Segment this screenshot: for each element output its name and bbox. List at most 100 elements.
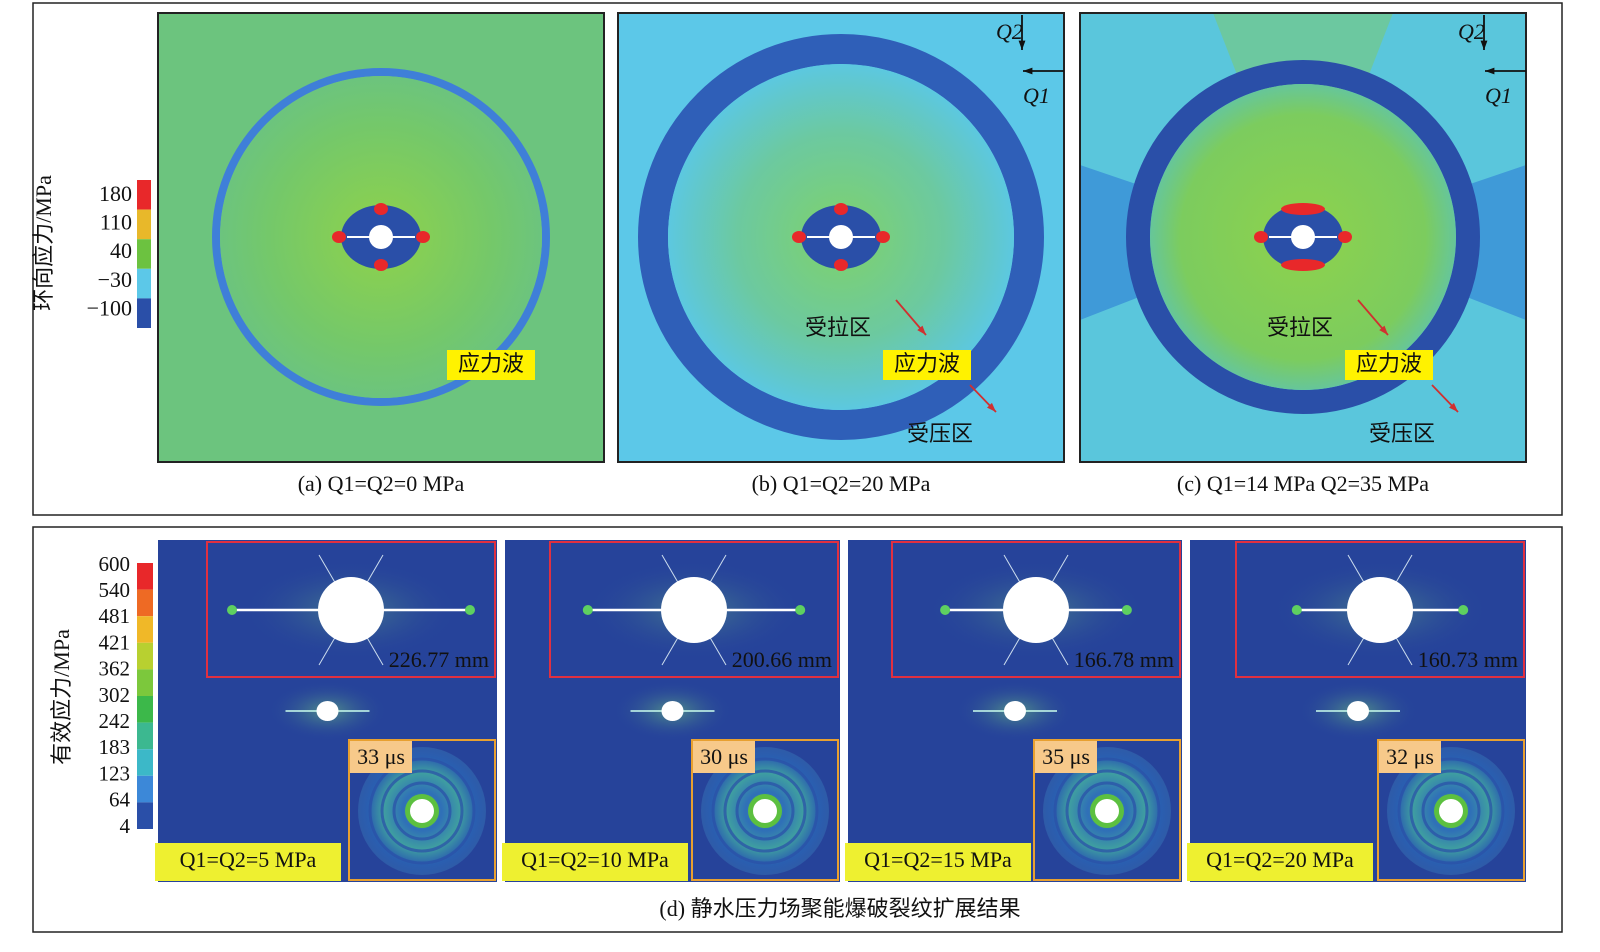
- borehole: [1347, 577, 1413, 643]
- arrow-head: [1480, 40, 1488, 50]
- colorbar-label: 302: [99, 683, 131, 707]
- colorbar-swatch: [137, 642, 153, 670]
- wave-ring: [368, 757, 476, 865]
- borehole: [1004, 701, 1026, 721]
- colorbar-swatch: [137, 268, 151, 299]
- panel-caption: (a) Q1=Q2=0 MPa: [298, 471, 465, 496]
- wave-ring: [1397, 757, 1505, 865]
- panel-border: [157, 12, 605, 463]
- colorbar-label: 64: [109, 788, 131, 812]
- wave-ring: [1053, 757, 1161, 865]
- tension-spot: [1338, 231, 1352, 243]
- stress-wave-ring: [1126, 60, 1480, 414]
- bottom-frame: [32, 526, 1563, 933]
- colorbar-swatch: [137, 209, 151, 240]
- condition-label: Q1=Q2=5 MPa: [180, 847, 317, 872]
- borehole: [369, 225, 393, 249]
- tip: [1458, 605, 1469, 615]
- tension-spot: [332, 231, 346, 243]
- arrow-head: [917, 325, 926, 335]
- colorbar-swatch: [137, 669, 153, 696]
- tension-spot: [834, 203, 848, 215]
- wave-ring: [711, 757, 819, 865]
- borehole: [1095, 799, 1119, 823]
- arrow-head: [1379, 325, 1388, 335]
- colorbar-swatch: [137, 589, 153, 617]
- compression-label: 受压区: [1369, 421, 1435, 446]
- borehole: [661, 577, 727, 643]
- label-box: [883, 350, 971, 380]
- arrow-head: [987, 402, 996, 412]
- colorbar-swatch: [137, 749, 153, 776]
- q1-label: Q1: [1023, 83, 1050, 108]
- tension-spot: [792, 231, 806, 243]
- wave-ring: [1065, 769, 1149, 853]
- tension-spot: [1281, 259, 1325, 271]
- stress-wave-ring: [638, 34, 1044, 440]
- condition-box: [502, 843, 688, 881]
- colorbar-label: 540: [99, 578, 131, 602]
- time-box: [350, 741, 412, 773]
- colorbar-label: 180: [99, 181, 132, 206]
- colorbar-swatch: [137, 802, 153, 829]
- tension-spot: [834, 259, 848, 271]
- label: 应力波: [1356, 351, 1422, 376]
- colorbar-swatch: [137, 775, 153, 803]
- panel-caption: (c) Q1=14 MPa Q2=35 MPa: [1177, 471, 1429, 496]
- crack-length: 166.78 mm: [1074, 647, 1174, 672]
- arrow-head: [1449, 402, 1458, 412]
- arrow-head: [1485, 67, 1495, 75]
- q2-label: Q2: [996, 19, 1023, 44]
- tension-spot: [374, 203, 388, 215]
- label-box: [1345, 350, 1433, 380]
- wave-ring: [1077, 781, 1137, 841]
- borehole: [1347, 701, 1369, 721]
- time-label: 32 μs: [1386, 744, 1434, 769]
- colorbar-swatch: [137, 616, 153, 643]
- colorbar-label: 600: [99, 552, 131, 576]
- colorbar-label: 481: [99, 604, 131, 628]
- colorbar-label: −100: [87, 295, 132, 320]
- panel-border: [1079, 12, 1527, 463]
- wave-ring: [723, 769, 807, 853]
- tension-spot: [416, 231, 430, 243]
- tip: [1291, 605, 1302, 615]
- tip: [582, 605, 593, 615]
- compression-label: 受压区: [907, 421, 973, 446]
- q1-label: Q1: [1485, 83, 1512, 108]
- tension-spot: [374, 259, 388, 271]
- colorbar-label: −30: [98, 267, 132, 292]
- borehole: [1291, 225, 1315, 249]
- colorbar-swatch: [137, 298, 151, 328]
- borehole: [753, 799, 777, 823]
- label-box: [447, 350, 535, 380]
- condition-box: [1187, 843, 1373, 881]
- condition-label: Q1=Q2=20 MPa: [1206, 847, 1354, 872]
- colorbar-title: 环向应力/MPa: [31, 175, 56, 311]
- crack-length: 226.77 mm: [389, 647, 489, 672]
- time-label: 33 μs: [357, 744, 405, 769]
- borehole: [1003, 577, 1069, 643]
- tip: [227, 605, 237, 615]
- tension-spot: [1254, 231, 1268, 243]
- colorbar-label: 421: [99, 630, 131, 654]
- top-frame: [32, 2, 1563, 516]
- colorbar-swatch: [137, 563, 153, 590]
- colorbar-label: 123: [99, 761, 131, 785]
- colorbar-swatch: [137, 180, 151, 210]
- time-box: [1379, 741, 1441, 773]
- tip: [940, 605, 951, 615]
- crack-length: 200.66 mm: [732, 647, 832, 672]
- colorbar-swatch: [137, 239, 151, 269]
- condition-label: Q1=Q2=15 MPa: [864, 847, 1012, 872]
- crack-length: 160.73 mm: [1418, 647, 1518, 672]
- colorbar-label: 4: [120, 814, 131, 838]
- colorbar-swatch: [137, 696, 153, 723]
- arrow-head: [1018, 40, 1026, 50]
- time-box: [1035, 741, 1097, 773]
- arrow-head: [1023, 67, 1033, 75]
- panel-caption: (b) Q1=Q2=20 MPa: [752, 471, 931, 496]
- colorbar-label: 40: [110, 238, 132, 263]
- colorbar-label: 362: [99, 657, 131, 681]
